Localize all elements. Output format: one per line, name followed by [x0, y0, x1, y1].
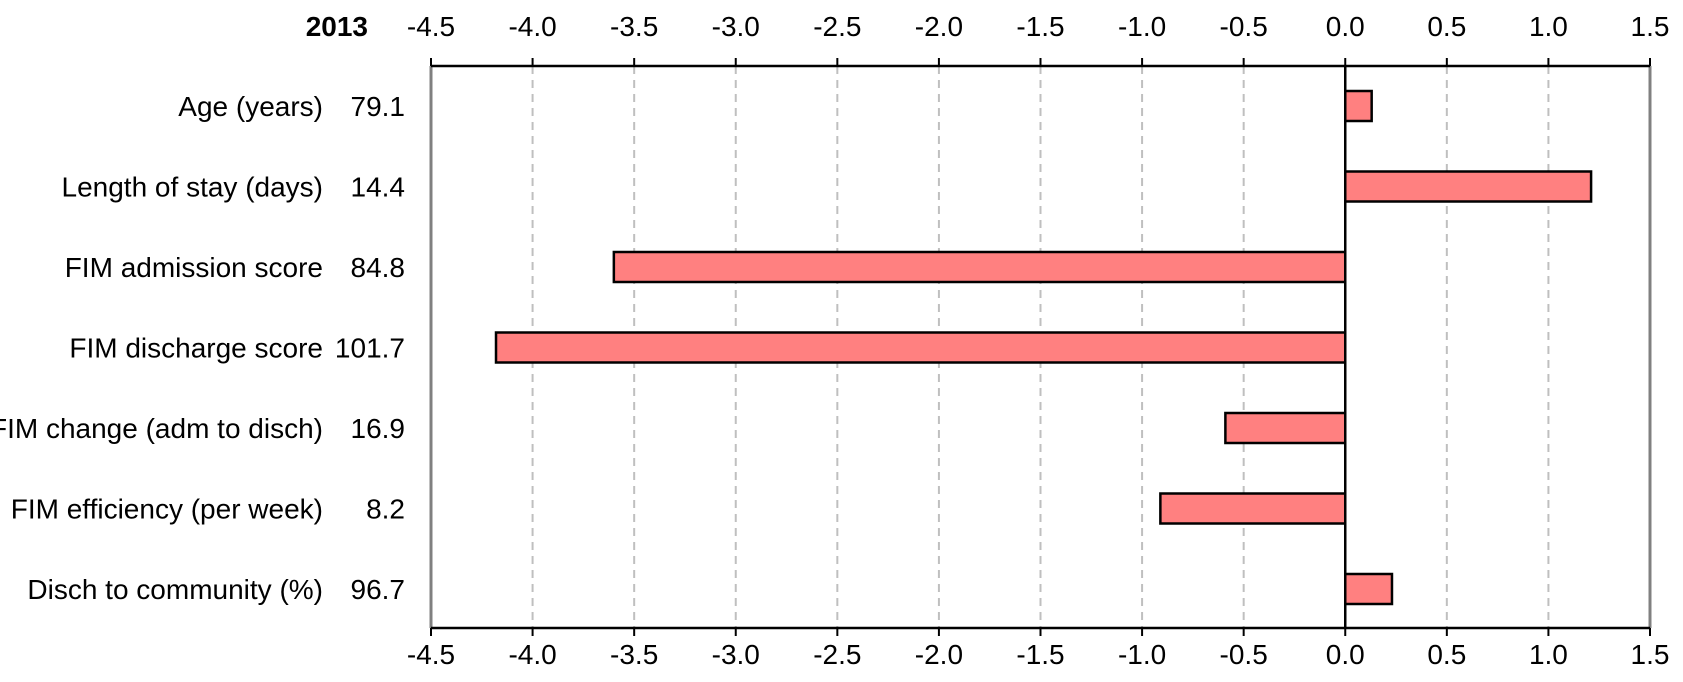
top-tick-label: -3.5: [610, 11, 658, 42]
bottom-tick-label: -3.0: [712, 639, 760, 670]
bottom-tick-label: 1.5: [1631, 639, 1670, 670]
category-value-label: 16.9: [351, 413, 406, 444]
bottom-tick-label: -4.0: [508, 639, 556, 670]
bar: [612, 250, 1347, 284]
top-tick-label: 1.0: [1529, 11, 1568, 42]
category-value-label: 96.7: [351, 574, 406, 605]
top-tick-label: -1.5: [1016, 11, 1064, 42]
axes-layer: [429, 58, 1652, 636]
top-tick-label: 0.0: [1326, 11, 1365, 42]
top-tick-label: 0.5: [1427, 11, 1466, 42]
bar: [1344, 170, 1593, 203]
top-tick-label: -4.0: [508, 11, 556, 42]
corner-year-label: 2013: [306, 11, 368, 42]
category-value-label: 84.8: [351, 252, 406, 283]
category-label: Length of stay (days): [62, 172, 323, 203]
category-value-label: 79.1: [351, 91, 406, 122]
bottom-tick-label: -1.0: [1118, 639, 1166, 670]
category-value-label: 8.2: [366, 494, 405, 525]
category-label: FIM efficiency (per week): [11, 494, 323, 525]
top-tick-label: -2.5: [813, 11, 861, 42]
bar: [1344, 89, 1373, 123]
bottom-tick-label: 0.5: [1427, 639, 1466, 670]
top-tick-label: -4.5: [407, 11, 455, 42]
category-label: Disch to community (%): [27, 574, 323, 605]
top-tick-label: 1.5: [1631, 11, 1670, 42]
category-label: Age (years): [178, 91, 323, 122]
category-label: FIM discharge score: [69, 333, 323, 364]
bars-layer: [494, 89, 1593, 606]
category-label: FIM change (adm to disch): [0, 413, 323, 444]
labels-layer: -4.5 -4.5 -4.0 -4.0 -3.5 -3.5 -3.0 -3.0 -2.5 -2.5…: [0, 11, 1669, 670]
bottom-tick-label: -2.0: [915, 639, 963, 670]
bottom-tick-label: -3.5: [610, 639, 658, 670]
top-tick-label: -0.5: [1220, 11, 1268, 42]
bottom-tick-label: 1.0: [1529, 639, 1568, 670]
bar: [1344, 572, 1394, 606]
bottom-tick-label: -1.5: [1016, 639, 1064, 670]
bar: [494, 331, 1347, 364]
bottom-tick-label: -4.5: [407, 639, 455, 670]
top-tick-label: -2.0: [915, 11, 963, 42]
bottom-tick-label: -2.5: [813, 639, 861, 670]
bottom-tick-label: 0.0: [1326, 639, 1365, 670]
bar: [1224, 411, 1347, 445]
bottom-tick-label: -0.5: [1220, 639, 1268, 670]
top-tick-label: -3.0: [712, 11, 760, 42]
category-value-label: 14.4: [351, 172, 406, 203]
category-label: FIM admission score: [65, 252, 323, 283]
top-tick-label: -1.0: [1118, 11, 1166, 42]
category-value-label: 101.7: [335, 333, 405, 364]
bar: [1159, 492, 1347, 525]
